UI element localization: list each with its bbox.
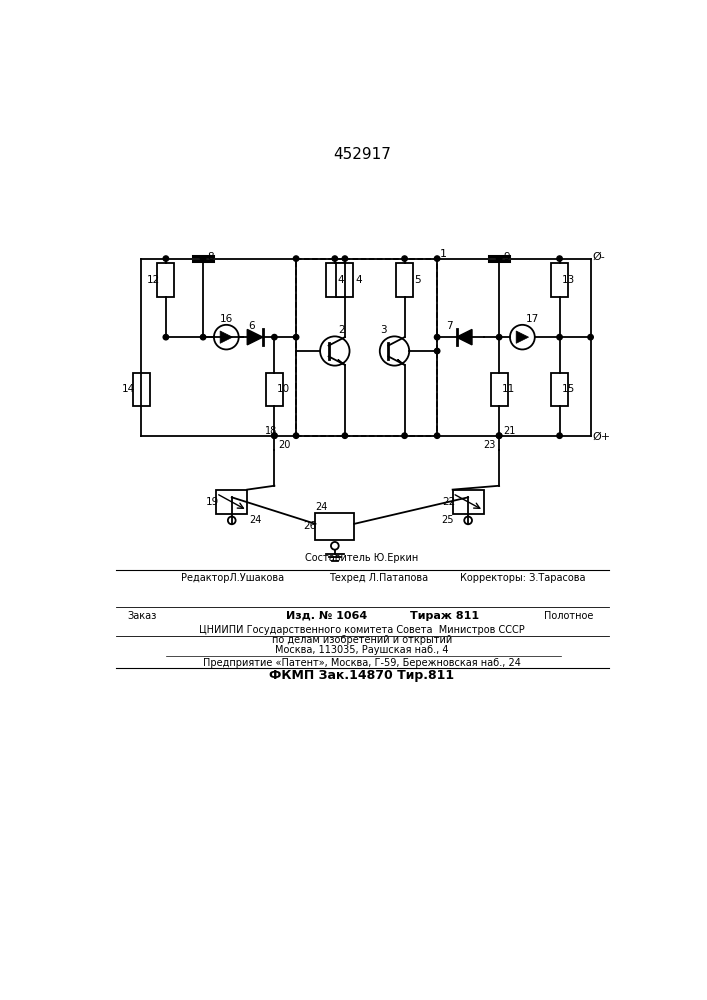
Text: ФКМП Зак.14870 Тир.811: ФКМП Зак.14870 Тир.811 xyxy=(269,669,455,682)
Circle shape xyxy=(496,433,502,438)
Text: Ø-: Ø- xyxy=(593,252,606,262)
Text: Заказ: Заказ xyxy=(127,611,156,621)
Bar xyxy=(337,263,354,297)
Text: 25: 25 xyxy=(441,515,453,525)
Text: 11: 11 xyxy=(501,384,515,394)
Circle shape xyxy=(588,334,593,340)
Text: 452917: 452917 xyxy=(333,147,391,162)
Circle shape xyxy=(402,256,407,261)
Text: 13: 13 xyxy=(562,275,575,285)
Bar xyxy=(296,259,437,436)
Bar xyxy=(216,490,247,514)
Text: 24: 24 xyxy=(315,502,328,512)
Text: 18: 18 xyxy=(265,426,277,436)
Circle shape xyxy=(496,334,502,340)
Circle shape xyxy=(496,256,502,261)
Circle shape xyxy=(557,433,562,438)
Text: 26: 26 xyxy=(303,521,316,531)
Text: 4: 4 xyxy=(337,275,344,285)
Text: 14: 14 xyxy=(122,384,135,394)
Text: ЦНИИПИ Государственного комитета Совета  Министров СССР: ЦНИИПИ Государственного комитета Совета … xyxy=(199,625,525,635)
Text: 19: 19 xyxy=(206,497,218,507)
Bar xyxy=(158,263,175,297)
Bar xyxy=(266,373,283,406)
Text: 4: 4 xyxy=(355,275,361,285)
Text: 9: 9 xyxy=(503,252,510,262)
Circle shape xyxy=(163,334,168,340)
Circle shape xyxy=(380,336,409,366)
Text: Предприятие «Патент», Москва, Г-59, Бережновская наб., 24: Предприятие «Патент», Москва, Г-59, Бере… xyxy=(203,658,521,668)
Bar xyxy=(132,373,150,406)
Bar xyxy=(327,263,344,297)
Text: 5: 5 xyxy=(414,275,421,285)
Text: Техред Л.Патапова: Техред Л.Патапова xyxy=(329,573,428,583)
Text: 8: 8 xyxy=(207,252,214,262)
Text: 20: 20 xyxy=(279,440,291,450)
Text: 17: 17 xyxy=(526,314,539,324)
Circle shape xyxy=(331,542,339,550)
Text: Тираж 811: Тираж 811 xyxy=(410,611,479,621)
Circle shape xyxy=(342,433,348,438)
Text: 7: 7 xyxy=(446,321,453,331)
Text: по делам изобретений и открытий: по делам изобретений и открытий xyxy=(271,635,452,645)
Circle shape xyxy=(200,256,206,261)
Circle shape xyxy=(293,256,299,261)
Circle shape xyxy=(271,433,277,438)
Bar xyxy=(452,490,484,514)
Circle shape xyxy=(271,334,277,340)
Text: Изд. № 1064: Изд. № 1064 xyxy=(286,611,367,621)
Circle shape xyxy=(434,348,440,354)
Circle shape xyxy=(464,517,472,524)
Circle shape xyxy=(320,336,349,366)
Circle shape xyxy=(496,433,502,438)
Circle shape xyxy=(271,433,277,438)
Bar xyxy=(396,263,413,297)
Text: 1: 1 xyxy=(440,249,448,259)
Circle shape xyxy=(228,517,235,524)
Text: Корректоры: З.Тарасова: Корректоры: З.Тарасова xyxy=(460,573,586,583)
Polygon shape xyxy=(220,331,233,343)
Circle shape xyxy=(434,334,440,340)
Circle shape xyxy=(557,334,562,340)
Bar xyxy=(551,373,568,406)
Text: 10: 10 xyxy=(276,384,290,394)
Text: 16: 16 xyxy=(219,314,233,324)
Circle shape xyxy=(557,256,562,261)
Circle shape xyxy=(342,256,348,261)
Circle shape xyxy=(200,334,206,340)
Circle shape xyxy=(293,334,299,340)
Text: 3: 3 xyxy=(380,325,387,335)
Circle shape xyxy=(510,325,534,349)
Circle shape xyxy=(402,433,407,438)
Text: 2: 2 xyxy=(338,325,344,335)
Polygon shape xyxy=(338,359,345,365)
Text: 12: 12 xyxy=(147,275,160,285)
Bar xyxy=(491,373,508,406)
Text: РедакторЛ.Ушакова: РедакторЛ.Ушакова xyxy=(182,573,284,583)
Circle shape xyxy=(163,256,168,261)
Text: 23: 23 xyxy=(484,440,496,450)
Text: 6: 6 xyxy=(248,321,255,331)
Text: Москва, 113035, Раушская наб., 4: Москва, 113035, Раушская наб., 4 xyxy=(275,645,449,655)
Text: 24: 24 xyxy=(250,515,262,525)
Polygon shape xyxy=(397,359,404,365)
Text: Составитель Ю.Еркин: Составитель Ю.Еркин xyxy=(305,553,419,563)
Circle shape xyxy=(293,433,299,438)
Text: 21: 21 xyxy=(503,426,515,436)
Circle shape xyxy=(434,256,440,261)
Circle shape xyxy=(434,433,440,438)
Polygon shape xyxy=(247,329,263,345)
Text: 15: 15 xyxy=(562,384,575,394)
Circle shape xyxy=(332,256,337,261)
Circle shape xyxy=(214,325,239,349)
Polygon shape xyxy=(516,331,529,343)
Bar xyxy=(315,513,354,540)
Polygon shape xyxy=(457,329,472,345)
Text: 22: 22 xyxy=(442,497,455,507)
Text: Ø+: Ø+ xyxy=(593,432,611,442)
Bar xyxy=(551,263,568,297)
Text: Полотное: Полотное xyxy=(544,611,594,621)
